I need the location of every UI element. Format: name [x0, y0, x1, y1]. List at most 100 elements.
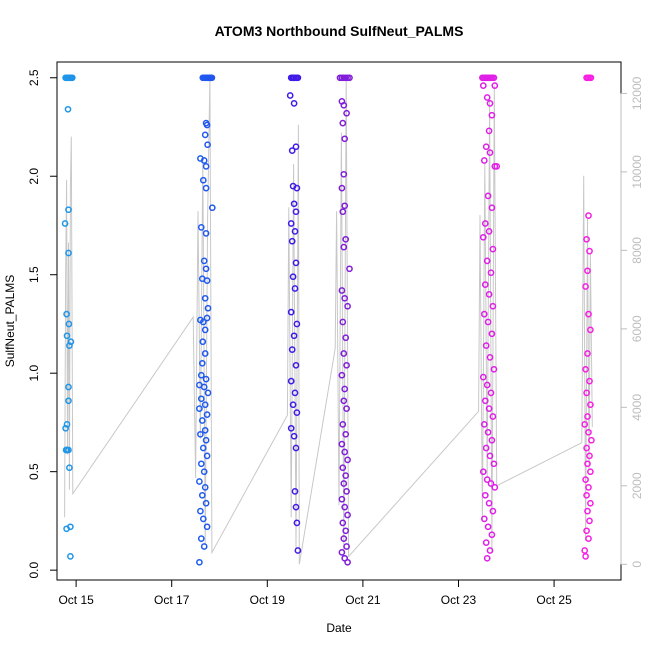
data-point [480, 515, 488, 523]
data-point [61, 220, 69, 227]
data-point [585, 484, 592, 491]
data-point [338, 287, 346, 294]
y2-tick-label: 12000 [630, 76, 644, 110]
data-point [288, 147, 296, 154]
data-point [482, 143, 490, 151]
x-axis: Oct 15 Oct 17 Oct 19 Oct 21 Oct 23 Oct 25 [58, 579, 572, 607]
data-point [292, 444, 300, 452]
data-point [199, 515, 207, 523]
data-point [204, 389, 212, 397]
data-point [343, 405, 350, 412]
data-point [342, 527, 350, 535]
data-point [481, 397, 489, 405]
data-point [583, 527, 590, 535]
x-tick-label: Oct 17 [154, 593, 190, 607]
data-point [342, 430, 350, 438]
data-point [486, 149, 494, 156]
data-point [479, 233, 487, 241]
data-point [197, 430, 204, 438]
data-point [202, 436, 210, 444]
data-point [585, 535, 592, 542]
y2-tick-label: 6000 [630, 315, 644, 342]
data-point [339, 208, 347, 216]
data-point [582, 476, 589, 483]
data-point [200, 383, 208, 391]
data-point [483, 94, 491, 101]
data-point [587, 74, 595, 82]
y-tick-label: 1.0 [27, 365, 41, 382]
data-point [291, 285, 299, 292]
data-point [67, 553, 74, 560]
data-point [484, 523, 492, 531]
y2-tick-label: 0 [630, 561, 644, 568]
data-point [480, 421, 488, 428]
data-point [199, 318, 207, 326]
data-point [288, 237, 296, 245]
data-point [66, 464, 73, 472]
data-point [200, 257, 208, 265]
data-point [585, 212, 592, 219]
data-point [290, 432, 298, 440]
altitude-line [64, 77, 593, 565]
data-point [485, 127, 493, 135]
data-point [343, 361, 350, 369]
data-point [586, 452, 593, 460]
data-point [481, 281, 489, 288]
data-point [288, 346, 296, 353]
data-point [584, 267, 591, 275]
data-point [487, 389, 495, 397]
data-point [339, 119, 347, 127]
data-point [587, 468, 594, 476]
data-point [289, 401, 297, 409]
data-point [581, 421, 589, 428]
data-point [286, 92, 294, 99]
data-point [67, 523, 74, 531]
data-point [488, 436, 496, 444]
data-point [65, 446, 72, 454]
data-point [493, 163, 501, 170]
data-point [481, 491, 489, 499]
data-point [197, 535, 205, 542]
data-point [340, 101, 348, 109]
data-point [201, 484, 209, 491]
data-point [200, 543, 208, 550]
altitude-series [64, 77, 593, 565]
data-point [584, 350, 591, 357]
data-point [484, 428, 492, 436]
data-point [342, 334, 350, 342]
y-tick-label: 0.5 [27, 463, 41, 480]
y2-tick-label: 2000 [630, 472, 644, 499]
data-point [343, 543, 350, 550]
data-point [198, 491, 206, 499]
data-point [197, 460, 205, 468]
data-point [482, 342, 490, 349]
data-point [340, 170, 348, 178]
data-point [340, 350, 348, 357]
data-point [203, 314, 211, 322]
data-point [292, 259, 300, 267]
data-point [342, 235, 350, 243]
data-point [202, 184, 210, 192]
data-point [482, 539, 490, 546]
data-point [585, 310, 592, 318]
data-point [66, 342, 73, 349]
data-point [486, 547, 494, 554]
data-point [483, 257, 491, 265]
data-point [289, 273, 297, 281]
data-point [341, 448, 349, 456]
data-point [291, 228, 299, 235]
data-point [290, 100, 298, 107]
data-point [65, 320, 73, 328]
data-point [340, 397, 348, 405]
x-tick-label: Oct 15 [58, 593, 94, 607]
data-point [287, 220, 295, 227]
data-point [290, 200, 298, 208]
data-point [203, 452, 211, 460]
data-point [489, 302, 497, 310]
data-point [487, 480, 495, 487]
data-point [341, 294, 349, 302]
data-point [344, 558, 351, 566]
data-point [201, 401, 209, 409]
x-axis-label: Date [326, 621, 352, 635]
data-point [588, 436, 595, 444]
